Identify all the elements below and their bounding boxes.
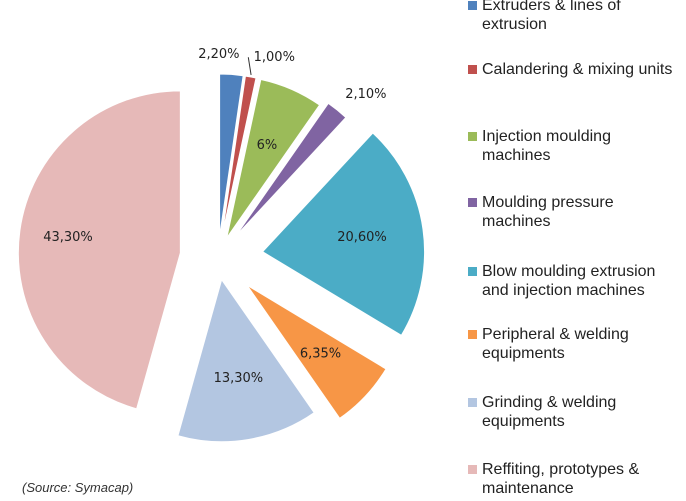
legend-entry: Blow moulding extrusion and injection ma… (468, 262, 682, 300)
legend-swatch (468, 1, 477, 10)
leader-line (247, 57, 252, 76)
legend-swatch (468, 132, 477, 141)
pie-slice (261, 132, 426, 337)
pie-slice (226, 78, 321, 239)
legend-swatch (468, 267, 477, 276)
legend-entry: Reffiting, prototypes & maintenance (468, 460, 682, 498)
legend-entry: Moulding pressure machines (468, 193, 682, 231)
legend-label: Peripheral & welding equipments (482, 326, 629, 362)
legend-label: Injection moulding machines (482, 128, 611, 164)
legend-swatch (468, 65, 477, 74)
legend-swatch (468, 198, 477, 207)
legend-entry: Injection moulding machines (468, 127, 682, 165)
legend-label: Moulding pressure machines (482, 194, 614, 230)
pie-slice (221, 75, 257, 237)
legend-entry: Calandering & mixing units (468, 60, 682, 79)
pie-slice (219, 73, 244, 237)
data-label: 6,35% (300, 347, 341, 362)
data-label: 6% (257, 138, 278, 153)
source-note: (Source: Symacap) (22, 480, 134, 495)
pie-slice (17, 90, 181, 410)
data-label: 43,30% (43, 230, 93, 245)
legend-label: Grinding & welding equipments (482, 394, 617, 430)
data-label: 2,10% (345, 87, 386, 102)
data-label: 2,20% (198, 47, 239, 62)
data-label: 20,60% (337, 230, 387, 245)
legend-entry: Extruders & lines of extrusion (468, 0, 682, 34)
pie-slice (246, 284, 387, 420)
legend-label: Blow moulding extrusion and injection ma… (482, 263, 656, 299)
legend-entry: Grinding & welding equipments (468, 393, 682, 431)
legend-label: Extruders & lines of extrusion (482, 0, 621, 33)
pie-slice (235, 102, 347, 237)
data-label: 13,30% (214, 371, 264, 386)
pie-slice (177, 278, 315, 443)
legend-label: Calandering & mixing units (482, 61, 673, 78)
legend-swatch (468, 465, 477, 474)
data-label: 1,00% (254, 50, 295, 65)
legend-label: Reffiting, prototypes & maintenance (482, 461, 640, 497)
legend-swatch (468, 398, 477, 407)
legend-swatch (468, 330, 477, 339)
legend-entry: Peripheral & welding equipments (468, 325, 682, 363)
